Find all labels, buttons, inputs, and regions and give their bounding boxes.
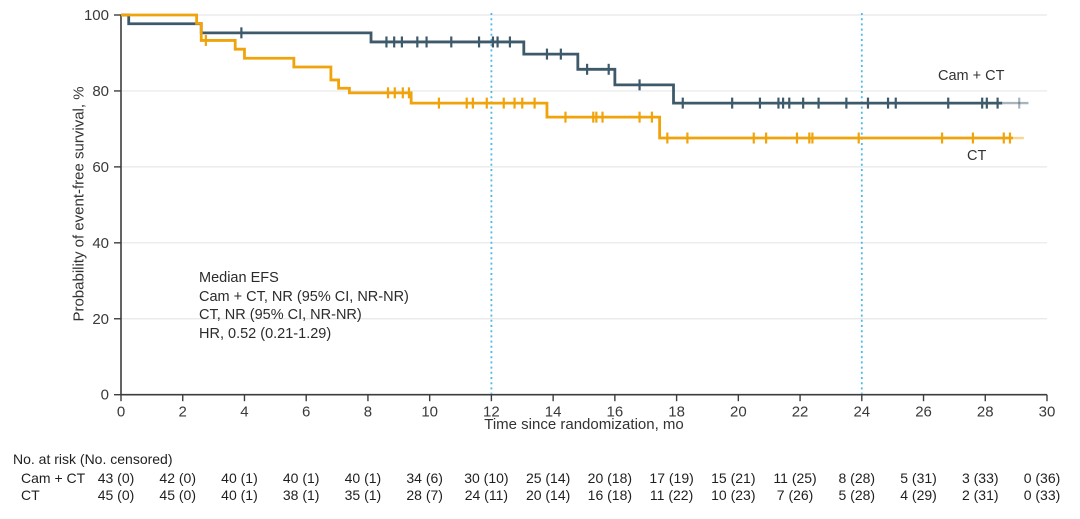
y-axis-title: Probability of event-free survival, % (70, 86, 88, 322)
risk-row-label-ct: CT (21, 487, 40, 503)
y-tick-label-100: 100 (84, 7, 109, 24)
x-tick-label-2: 2 (179, 404, 187, 421)
y-tick-label-0: 0 (101, 387, 109, 404)
x-tick-label-26: 26 (915, 404, 932, 421)
x-tick-label-10: 10 (421, 404, 438, 421)
risk-cell: 3 (33) (961, 470, 999, 486)
x-tick-label-28: 28 (977, 404, 994, 421)
x-tick-label-18: 18 (668, 404, 685, 421)
annotation-line-hr: HR, 0.52 (0.21-1.29) (199, 326, 332, 343)
risk-cell: 38 (1) (282, 487, 320, 503)
x-tick-label-4: 4 (240, 404, 248, 421)
risk-cell: 4 (29) (900, 487, 937, 503)
x-tick-label-16: 16 (607, 404, 624, 421)
risk-cell: 15 (21) (711, 470, 756, 486)
y-tick-label-20: 20 (92, 311, 109, 328)
median-efs-annotation: Median EFS Cam + CT, NR (95% CI, NR-NR) … (199, 269, 409, 344)
x-tick-label-22: 22 (792, 404, 809, 421)
risk-cell: 40 (1) (221, 487, 258, 503)
risk-cell: 0 (36) (1023, 470, 1061, 486)
risk-cell: 10 (23) (711, 487, 756, 503)
x-tick-label-6: 6 (302, 404, 310, 421)
risk-cell: 42 (0) (159, 470, 196, 486)
risk-cell: 0 (33) (1023, 487, 1061, 503)
x-tick-label-14: 14 (545, 404, 562, 421)
risk-cell: 5 (28) (838, 487, 876, 503)
risk-cell: 43 (0) (97, 470, 135, 486)
risk-cell: 28 (7) (406, 487, 443, 503)
risk-table-title: No. at risk (No. censored) (13, 451, 173, 467)
y-tick-label-60: 60 (92, 159, 109, 176)
risk-cell: 25 (14) (525, 470, 571, 486)
risk-cell: 40 (1) (221, 470, 258, 486)
risk-cell: 7 (26) (776, 487, 814, 503)
annotation-line-median-efs: Median EFS (199, 270, 279, 286)
x-axis-title: Time since randomization, mo (484, 416, 684, 433)
annotation-line-camct: Cam + CT, NR (95% CI, NR-NR) (199, 288, 409, 305)
risk-cell: 16 (18) (587, 487, 633, 503)
km-curve-cam-ct (121, 13, 1003, 105)
risk-cell: 20 (18) (587, 470, 633, 486)
x-tick-label-20: 20 (730, 404, 747, 421)
risk-cell: 17 (19) (649, 470, 694, 486)
risk-cell: 24 (11) (464, 487, 509, 503)
risk-cell: 40 (1) (282, 470, 320, 486)
risk-cell: 2 (31) (961, 487, 999, 503)
risk-cell: 45 (0) (97, 487, 135, 503)
annotation-line-ct: CT, NR (95% CI, NR-NR) (199, 307, 362, 324)
risk-cell: 20 (14) (525, 487, 571, 503)
x-tick-label-30: 30 (1039, 404, 1056, 421)
risk-cell: 34 (6) (406, 470, 443, 486)
series-label-cam-ct: Cam + CT (938, 68, 1005, 84)
risk-cell: 11 (25) (773, 470, 817, 486)
risk-row-label-cam-ct: Cam + CT (21, 470, 86, 486)
x-tick-label-0: 0 (117, 404, 125, 421)
km-curve-ct (121, 13, 1014, 140)
y-tick-label-80: 80 (92, 83, 109, 100)
risk-cell: 8 (28) (838, 470, 876, 486)
risk-cell: 30 (10) (464, 470, 509, 486)
risk-cell: 35 (1) (344, 487, 382, 503)
risk-cell: 45 (0) (159, 487, 196, 503)
y-tick-label-40: 40 (92, 235, 109, 252)
risk-cell: 11 (22) (649, 487, 694, 503)
x-tick-label-24: 24 (853, 404, 870, 421)
risk-cell: 40 (1) (344, 470, 382, 486)
x-tick-label-12: 12 (483, 404, 500, 421)
x-tick-label-8: 8 (364, 404, 372, 421)
series-label-ct: CT (967, 148, 987, 164)
risk-cell: 5 (31) (900, 470, 937, 486)
